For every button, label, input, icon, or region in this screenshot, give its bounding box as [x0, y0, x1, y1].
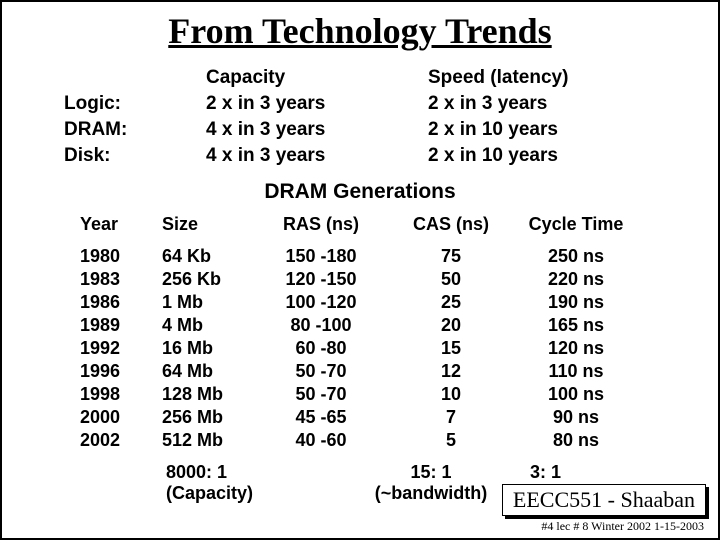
- dram-cell: 25: [386, 291, 516, 314]
- dram-cell: 120 -150: [256, 268, 386, 291]
- dram-cell: 40 -60: [256, 429, 386, 452]
- dram-cell: 15: [386, 337, 516, 360]
- dram-cell: 190 ns: [516, 291, 636, 314]
- dram-cell: 4 Mb: [156, 314, 256, 337]
- trends-header-row: Capacity Speed (latency): [64, 66, 628, 90]
- dram-cell: 7: [386, 406, 516, 429]
- dram-cell: 50 -70: [256, 383, 386, 406]
- ratio-lat-val: 3: 1: [530, 462, 561, 482]
- dram-cell: 100 -120: [256, 291, 386, 314]
- ratio-bandwidth: 15: 1 (~bandwidth): [346, 462, 516, 504]
- dram-col-year: Year: [74, 212, 156, 245]
- dram-cell: 1983: [74, 268, 156, 291]
- dram-cell: 1980: [74, 245, 156, 268]
- dram-cell: 220 ns: [516, 268, 636, 291]
- dram-cell: 110 ns: [516, 360, 636, 383]
- dram-row: 19894 Mb80 -10020165 ns: [74, 314, 636, 337]
- trends-table: Capacity Speed (latency) Logic: 2 x in 3…: [62, 64, 630, 170]
- dram-cell: 150 -180: [256, 245, 386, 268]
- dram-cell: 45 -65: [256, 406, 386, 429]
- trends-row: Disk: 4 x in 3 years 2 x in 10 years: [64, 144, 628, 168]
- dram-cell: 50 -70: [256, 360, 386, 383]
- dram-cell: 90 ns: [516, 406, 636, 429]
- trends-speed: 2 x in 10 years: [428, 118, 628, 142]
- trends-cap: 4 x in 3 years: [206, 144, 426, 168]
- trends-h3: Speed (latency): [428, 66, 628, 90]
- dram-cell: 1998: [74, 383, 156, 406]
- dram-cell: 10: [386, 383, 516, 406]
- dram-cell: 512 Mb: [156, 429, 256, 452]
- dram-cell: 80 ns: [516, 429, 636, 452]
- dram-cell: 64 Mb: [156, 360, 256, 383]
- dram-col-ras: RAS (ns): [256, 212, 386, 245]
- dram-cell: 80 -100: [256, 314, 386, 337]
- dram-cell: 165 ns: [516, 314, 636, 337]
- ratio-capacity: 8000: 1 (Capacity): [154, 462, 344, 504]
- trends-cap: 2 x in 3 years: [206, 92, 426, 116]
- course-box: EECC551 - Shaaban: [502, 484, 706, 516]
- trends-row: DRAM: 4 x in 3 years 2 x in 10 years: [64, 118, 628, 142]
- trends-cap: 4 x in 3 years: [206, 118, 426, 142]
- slide: From Technology Trends Capacity Speed (l…: [0, 0, 720, 540]
- dram-row: 199216 Mb60 -8015120 ns: [74, 337, 636, 360]
- dram-cell: 75: [386, 245, 516, 268]
- dram-col-cas: CAS (ns): [386, 212, 516, 245]
- dram-row: 198064 Kb150 -18075250 ns: [74, 245, 636, 268]
- dram-row: 1983256 Kb120 -15050220 ns: [74, 268, 636, 291]
- dram-cell: 64 Kb: [156, 245, 256, 268]
- trends-label: Disk:: [64, 144, 204, 168]
- trends-row: Logic: 2 x in 3 years 2 x in 3 years: [64, 92, 628, 116]
- dram-tbody: 198064 Kb150 -18075250 ns1983256 Kb120 -…: [74, 245, 636, 452]
- dram-col-ct: Cycle Time: [516, 212, 636, 245]
- dram-cell: 100 ns: [516, 383, 636, 406]
- dram-col-size: Size: [156, 212, 256, 245]
- trends-h1: [64, 66, 204, 90]
- dram-cell: 1986: [74, 291, 156, 314]
- footer-text: #4 lec # 8 Winter 2002 1-15-2003: [541, 519, 704, 534]
- dram-cell: 20: [386, 314, 516, 337]
- dram-cell: 1992: [74, 337, 156, 360]
- dram-row: 199664 Mb50 -7012110 ns: [74, 360, 636, 383]
- dram-row: 2002512 Mb40 -60580 ns: [74, 429, 636, 452]
- dram-cell: 256 Kb: [156, 268, 256, 291]
- dram-table: Year Size RAS (ns) CAS (ns) Cycle Time 1…: [74, 212, 636, 452]
- dram-cell: 12: [386, 360, 516, 383]
- trends-h2: Capacity: [206, 66, 426, 90]
- dram-cell: 1996: [74, 360, 156, 383]
- ratio-cap-val: 8000: 1: [166, 462, 227, 482]
- dram-cell: 128 Mb: [156, 383, 256, 406]
- dram-cell: 1 Mb: [156, 291, 256, 314]
- dram-row: 19861 Mb100 -12025190 ns: [74, 291, 636, 314]
- dram-cell: 60 -80: [256, 337, 386, 360]
- trends-speed: 2 x in 3 years: [428, 92, 628, 116]
- dram-cell: 256 Mb: [156, 406, 256, 429]
- ratio-cap-lbl: (Capacity): [166, 483, 253, 503]
- dram-row: 1998128 Mb50 -7010100 ns: [74, 383, 636, 406]
- dram-cell: 120 ns: [516, 337, 636, 360]
- trends-speed: 2 x in 10 years: [428, 144, 628, 168]
- slide-title: From Technology Trends: [2, 10, 718, 52]
- dram-subtitle: DRAM Generations: [2, 180, 718, 204]
- dram-cell: 2002: [74, 429, 156, 452]
- ratio-bw-val: 15: 1: [410, 462, 451, 482]
- dram-cell: 50: [386, 268, 516, 291]
- trends-label: Logic:: [64, 92, 204, 116]
- dram-cell: 5: [386, 429, 516, 452]
- dram-cell: 250 ns: [516, 245, 636, 268]
- dram-cell: 2000: [74, 406, 156, 429]
- trends-label: DRAM:: [64, 118, 204, 142]
- ratio-bw-lbl: (~bandwidth): [375, 483, 487, 503]
- dram-row: 2000256 Mb45 -65790 ns: [74, 406, 636, 429]
- dram-cell: 16 Mb: [156, 337, 256, 360]
- dram-cell: 1989: [74, 314, 156, 337]
- dram-header-row: Year Size RAS (ns) CAS (ns) Cycle Time: [74, 212, 636, 245]
